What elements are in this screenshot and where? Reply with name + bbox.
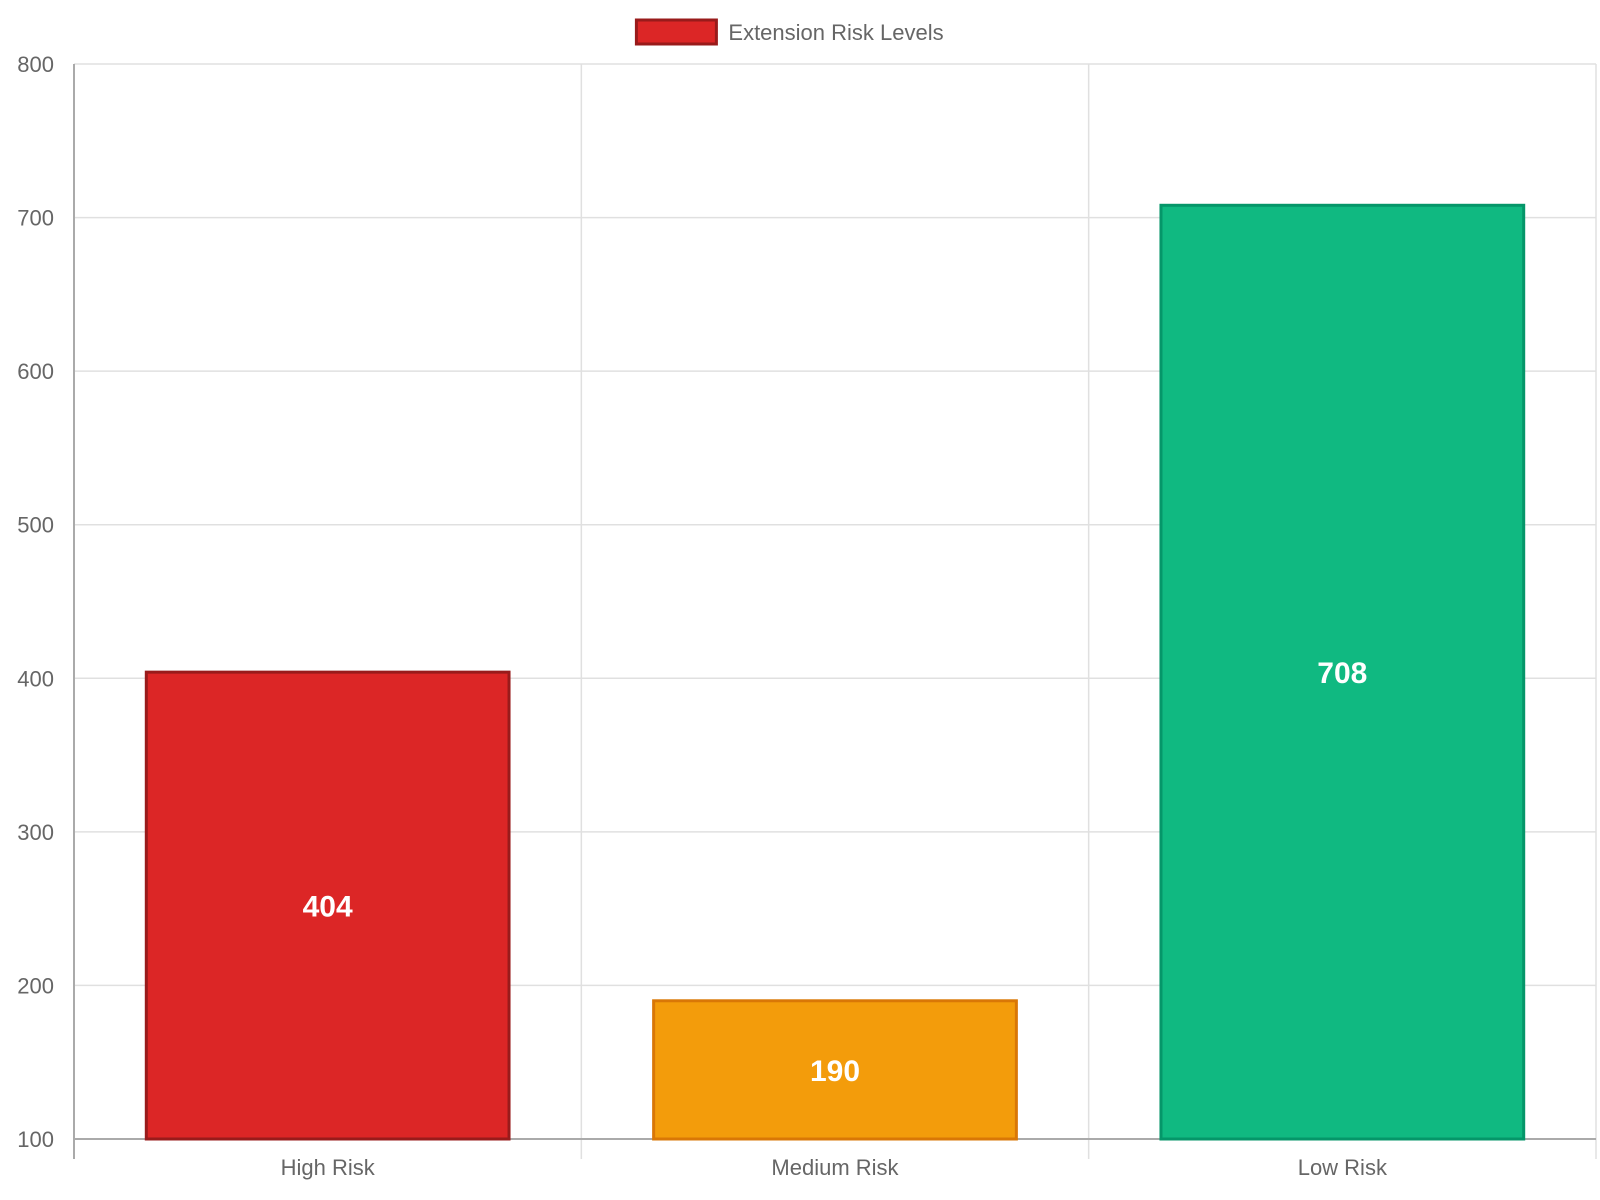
y-tick-label-400: 400 [17,666,54,691]
x-tick-label-medium-risk: Medium Risk [771,1155,899,1180]
y-tick-label-200: 200 [17,973,54,998]
x-tick-label-low-risk: Low Risk [1298,1155,1388,1180]
y-tick-label-600: 600 [17,359,54,384]
y-tick-label-300: 300 [17,820,54,845]
bar-high-risk[interactable] [144,670,511,1141]
legend-label[interactable]: Extension Risk Levels [728,20,943,45]
bar-medium-risk[interactable] [652,999,1018,1141]
bar-low-risk[interactable] [1159,203,1526,1141]
x-tick-label-high-risk: High Risk [281,1155,376,1180]
y-tick-label-100: 100 [17,1127,54,1152]
legend-swatch[interactable] [634,18,718,46]
data-label-medium-risk: 190 [810,1055,860,1088]
y-tick-label-500: 500 [17,513,54,538]
data-label-high-risk: 404 [303,891,353,924]
legend[interactable]: Extension Risk Levels [634,18,944,46]
data-labels: 404 190 708 [303,657,1368,1088]
y-tick-label-800: 800 [17,52,54,77]
y-tick-label-700: 700 [17,206,54,231]
data-label-low-risk: 708 [1317,657,1367,690]
bars [144,203,1526,1141]
